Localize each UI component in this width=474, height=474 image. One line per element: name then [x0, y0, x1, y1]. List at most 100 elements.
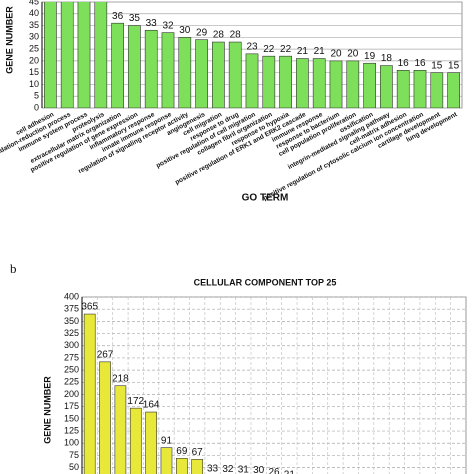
bar — [161, 32, 175, 108]
value-label: 20 — [330, 49, 342, 60]
y-tick-label: 35 — [29, 20, 39, 30]
panel-label: b — [10, 261, 17, 276]
y-tick-label: 225 — [64, 377, 79, 387]
value-label: 35 — [129, 13, 141, 24]
value-label: 15 — [448, 60, 460, 71]
value-label: 16 — [414, 58, 426, 69]
bar — [145, 411, 157, 474]
bar — [279, 55, 292, 108]
bar — [245, 53, 259, 108]
y-tick-label: 400 — [64, 291, 79, 301]
bar — [83, 313, 96, 474]
bar — [114, 385, 127, 474]
y-tick-label: 275 — [64, 352, 79, 362]
value-label: 365 — [81, 302, 98, 313]
bars — [83, 313, 204, 474]
y-tick-label: 10 — [29, 79, 39, 89]
bar — [77, 2, 91, 108]
bar — [413, 70, 427, 108]
value-label: 31 — [238, 465, 250, 474]
y-tick-label: 25 — [29, 43, 39, 53]
value-label: 69 — [176, 446, 188, 457]
bar — [128, 25, 141, 108]
bar — [176, 458, 188, 474]
y-tick-label: 40 — [29, 8, 39, 18]
y-axis-label: GENE NUMBER — [4, 6, 14, 74]
y-tick-label: 75 — [69, 450, 79, 460]
bar — [44, 2, 57, 108]
value-label: 32 — [222, 464, 234, 474]
value-label: 33 — [207, 464, 219, 474]
value-label: 67 — [192, 447, 204, 458]
value-label: 29 — [196, 27, 208, 38]
y-tick-label: 175 — [64, 401, 79, 411]
value-label: 15 — [431, 60, 443, 71]
x-axis-label: GO TERM — [242, 193, 289, 204]
bar — [195, 39, 208, 108]
bar — [191, 459, 204, 474]
bar — [312, 58, 326, 108]
value-label: 30 — [179, 25, 191, 36]
bar — [212, 41, 225, 108]
value-label: 26 — [268, 467, 280, 474]
bar — [447, 72, 460, 108]
y-tick-label: 200 — [64, 389, 79, 399]
y-tick-label: 150 — [64, 413, 79, 423]
bar — [178, 37, 192, 108]
bar — [262, 55, 276, 108]
value-label: 218 — [112, 373, 129, 384]
value-label: 267 — [97, 349, 114, 360]
y-tick-label: 325 — [64, 328, 79, 338]
value-label: 18 — [381, 53, 393, 64]
value-label: 32 — [162, 20, 174, 31]
y-tick-label: 0 — [34, 102, 39, 112]
y-tick-label: 350 — [64, 316, 79, 326]
value-label: 21 — [314, 46, 326, 57]
value-label: 21 — [297, 46, 309, 57]
y-tick-label: 125 — [64, 425, 79, 435]
bar — [228, 41, 242, 108]
value-label: 36 — [112, 11, 124, 22]
value-label: 22 — [280, 44, 292, 55]
y-tick-label: 375 — [64, 304, 79, 314]
bar — [430, 72, 444, 108]
bars — [44, 2, 460, 108]
y-tick-label: 5 — [34, 91, 39, 101]
value-label: 28 — [230, 30, 242, 41]
y-tick-label: 15 — [29, 67, 39, 77]
value-label: 19 — [364, 51, 376, 62]
bar — [144, 29, 158, 108]
value-label: 91 — [161, 435, 173, 446]
bar — [129, 407, 142, 474]
value-label: 16 — [398, 58, 410, 69]
bar — [380, 65, 393, 108]
bar — [296, 58, 309, 108]
bar — [396, 70, 410, 108]
value-label: 22 — [263, 44, 275, 55]
bar — [363, 62, 376, 108]
bar — [94, 2, 108, 108]
bar — [99, 361, 111, 474]
value-label: 28 — [213, 30, 225, 41]
chart-title: CELLULAR COMPONENT TOP 25 — [194, 277, 337, 287]
y-tick-label: 250 — [64, 365, 79, 375]
y-tick-label: 100 — [64, 438, 79, 448]
value-label: 172 — [127, 396, 144, 407]
value-label: 30 — [253, 465, 265, 474]
value-label: 23 — [246, 41, 258, 52]
bar — [60, 2, 74, 108]
bar — [346, 60, 360, 108]
value-label: 20 — [347, 49, 359, 60]
value-label: 21 — [284, 469, 296, 474]
value-label: 33 — [146, 18, 158, 29]
bar — [329, 60, 343, 108]
value-label: 164 — [143, 400, 160, 411]
y-tick-label: 300 — [64, 340, 79, 350]
y-tick-label: 20 — [29, 55, 39, 65]
y-tick-label: 50 — [69, 462, 79, 472]
bar — [111, 22, 124, 108]
y-tick-label: 45 — [29, 0, 39, 6]
bar — [160, 447, 173, 474]
y-tick-label: 30 — [29, 32, 39, 42]
